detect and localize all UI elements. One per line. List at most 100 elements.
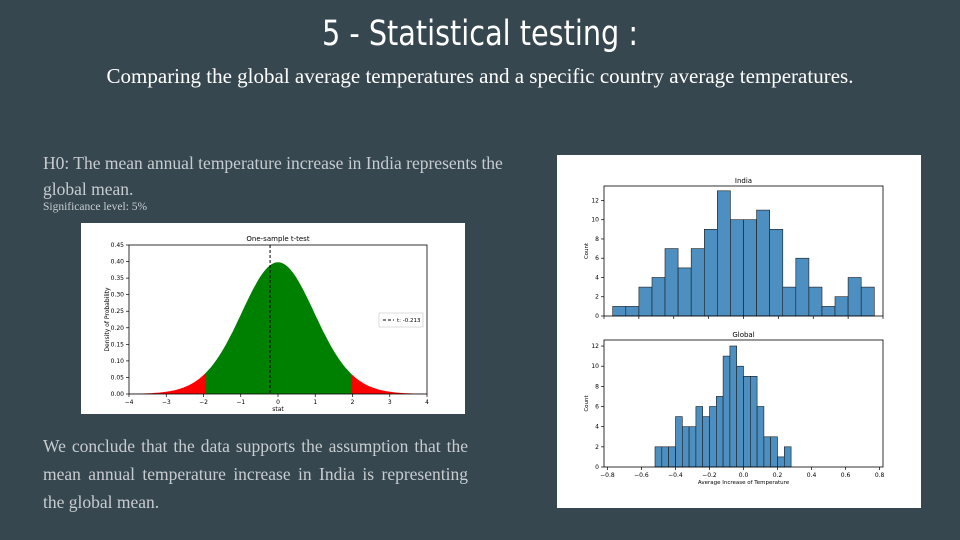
global-y-tick-label: 2 bbox=[595, 444, 599, 451]
x-tick-label: 2 bbox=[351, 399, 355, 406]
india-bar bbox=[756, 209, 771, 317]
india-bar bbox=[860, 286, 875, 317]
global-x-axis-label: Average Increase of Temperature bbox=[698, 480, 790, 486]
x-tick-label: 1 bbox=[313, 399, 317, 406]
legend-label: t: -0.213 bbox=[397, 318, 421, 324]
india-bar bbox=[625, 306, 640, 317]
slide-title: 5 - Statistical testing : bbox=[321, 14, 639, 54]
chart-title: One-sample t-test bbox=[246, 235, 309, 243]
slide-subtitle: Comparing the global average temperature… bbox=[106, 64, 854, 88]
y-tick-label: 0.35 bbox=[111, 275, 125, 282]
india-bar bbox=[821, 306, 836, 317]
india-bar bbox=[651, 277, 666, 317]
x-tick-label: −1 bbox=[236, 399, 245, 406]
y-tick-label: 0.05 bbox=[111, 374, 125, 381]
india-bar bbox=[730, 219, 744, 317]
india-bar bbox=[782, 286, 797, 317]
global-bar bbox=[736, 365, 744, 468]
global-x-tick-label: −0.2 bbox=[702, 472, 717, 479]
global-title: Global bbox=[732, 331, 754, 339]
global-bar bbox=[709, 406, 717, 468]
global-bar bbox=[695, 406, 703, 468]
india-bar bbox=[834, 296, 849, 317]
india-bar bbox=[677, 267, 692, 317]
india-bar bbox=[638, 286, 653, 317]
india-bar bbox=[847, 277, 862, 317]
india-title: India bbox=[735, 177, 752, 185]
t-test-figure: −4 −3 −2 −1 0 1 2 3 4 0.00 0.05 0.10 0.15 0.20 0.25 0.3… bbox=[81, 223, 465, 414]
india-y-tick-label: 8 bbox=[595, 236, 599, 243]
global-bar bbox=[763, 436, 771, 468]
india-y-tick-label: 12 bbox=[591, 197, 599, 204]
global-y-tick-label: 6 bbox=[595, 404, 599, 411]
india-bar bbox=[743, 219, 757, 317]
global-bar bbox=[722, 355, 731, 468]
global-bar bbox=[770, 436, 778, 468]
india-bar bbox=[664, 248, 679, 317]
y-tick-label: 0.10 bbox=[111, 358, 125, 365]
x-tick-label: 0 bbox=[276, 399, 280, 406]
global-bar bbox=[784, 446, 792, 468]
rejection-tail-left bbox=[129, 373, 205, 394]
global-bar bbox=[716, 396, 724, 468]
global-bar bbox=[743, 376, 751, 468]
india-y-axis-label: Count bbox=[584, 242, 590, 259]
conclusion-text: We conclude that the data supports the a… bbox=[43, 436, 468, 512]
india-y-tick-label: 10 bbox=[591, 217, 599, 224]
india-bar bbox=[808, 286, 823, 317]
india-bar bbox=[717, 190, 731, 317]
global-x-tick-label: −0.8 bbox=[600, 472, 615, 479]
y-tick-label: 0.45 bbox=[111, 242, 125, 249]
global-x-tick-label: 0.6 bbox=[841, 472, 851, 479]
significance-level: Significance level: 5% bbox=[43, 201, 148, 213]
global-y-tick-label: 0 bbox=[595, 464, 599, 471]
y-tick-label: 0.20 bbox=[111, 325, 125, 332]
global-bar bbox=[668, 446, 676, 468]
y-tick-label: 0.00 bbox=[111, 391, 125, 398]
global-bar bbox=[750, 376, 758, 468]
global-bar bbox=[702, 416, 710, 468]
india-y-tick-label: 0 bbox=[595, 313, 599, 320]
india-y-tick-label: 6 bbox=[595, 255, 599, 262]
y-tick-label: 0.25 bbox=[111, 308, 125, 315]
global-bar bbox=[661, 446, 669, 468]
t-test-chart: −4 −3 −2 −1 0 1 2 3 4 0.00 0.05 0.10 0.15 0.20 0.25 0.3… bbox=[104, 235, 429, 413]
global-bar bbox=[729, 345, 737, 468]
global-x-tick-label: −0.6 bbox=[634, 472, 649, 479]
y-tick-label: 0.15 bbox=[111, 341, 125, 348]
india-bar bbox=[704, 229, 718, 317]
global-y-tick-label: 12 bbox=[591, 343, 599, 350]
india-y-tick-label: 4 bbox=[595, 274, 599, 281]
y-tick-label: 0.40 bbox=[111, 259, 125, 266]
acceptance-region bbox=[205, 262, 351, 394]
india-bar bbox=[795, 257, 810, 317]
histogram-figure: 0 2 4 6 8 10 12 India Count −0.8 −0.6 −0.4 −0.2 0.0 0.… bbox=[557, 155, 921, 508]
global-bar bbox=[654, 446, 663, 468]
global-x-tick-label: 0.8 bbox=[875, 472, 885, 479]
global-x-tick-label: 0.4 bbox=[807, 472, 817, 479]
india-bar bbox=[612, 306, 627, 317]
global-x-tick-label: 0.2 bbox=[773, 472, 783, 479]
global-y-tick-label: 10 bbox=[591, 363, 599, 370]
global-bar bbox=[675, 416, 683, 468]
global-y-tick-label: 4 bbox=[595, 424, 599, 431]
global-y-tick-label: 8 bbox=[595, 383, 599, 390]
x-tick-label: −3 bbox=[162, 399, 171, 406]
global-y-axis-label: Count bbox=[584, 394, 590, 411]
global-bar bbox=[682, 426, 690, 468]
india-bar bbox=[769, 229, 784, 317]
global-x-tick-label: 0.0 bbox=[739, 472, 749, 479]
rejection-tail-right bbox=[351, 373, 427, 394]
x-tick-label: 4 bbox=[425, 399, 429, 406]
global-x-tick-label: −0.4 bbox=[668, 472, 683, 479]
x-tick-label: −4 bbox=[125, 399, 134, 406]
y-axis-label: Density of Probability bbox=[104, 287, 111, 352]
india-y-tick-label: 2 bbox=[595, 294, 599, 301]
x-axis-label: stat bbox=[272, 406, 284, 413]
global-bar bbox=[688, 426, 697, 468]
null-hypothesis: H0: The mean annual temperature increase… bbox=[43, 153, 503, 199]
global-bar bbox=[777, 456, 785, 468]
x-tick-label: 3 bbox=[388, 399, 392, 406]
legend-box bbox=[378, 312, 424, 328]
global-bar bbox=[756, 406, 765, 468]
